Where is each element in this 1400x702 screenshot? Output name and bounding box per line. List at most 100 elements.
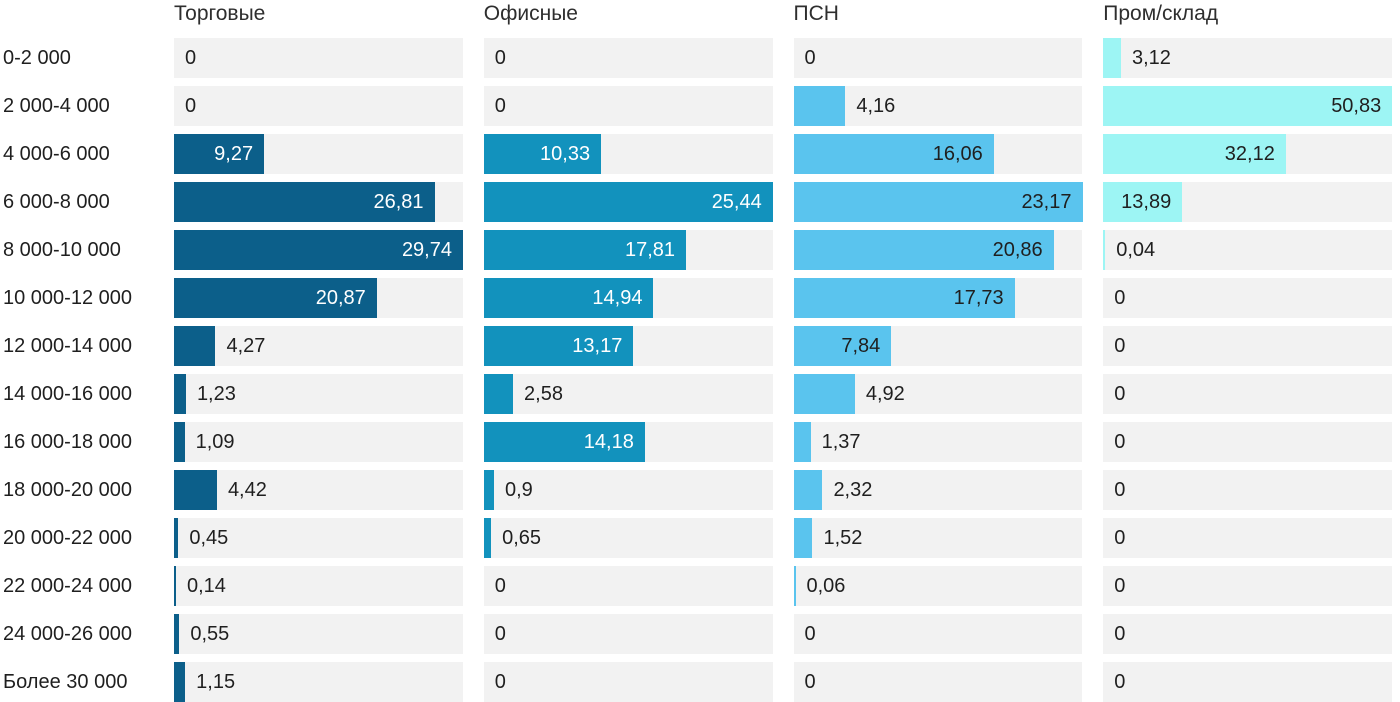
bar-track: 14,94 bbox=[483, 278, 773, 318]
bar-track: 4,16 bbox=[793, 86, 1083, 126]
bar-value-label: 0,55 bbox=[190, 623, 230, 645]
row-label: 18 000-20 000 bbox=[3, 479, 133, 501]
bar-track: 0 bbox=[1103, 470, 1392, 510]
bar bbox=[793, 86, 846, 126]
bar: 7,84 bbox=[793, 326, 892, 366]
bar: 25,44 bbox=[483, 182, 773, 222]
bar-value-label: 13,89 bbox=[1121, 191, 1172, 213]
bar-value-label: 0 bbox=[185, 47, 197, 69]
bar bbox=[174, 614, 180, 654]
bar-track: 0 bbox=[793, 614, 1083, 654]
bar-track: 0,65 bbox=[483, 518, 773, 558]
bar-value-label: 20,86 bbox=[992, 239, 1043, 261]
bar-track: 0 bbox=[793, 662, 1083, 702]
bar-track: 1,23 bbox=[174, 374, 463, 414]
bar-track: 0 bbox=[1103, 422, 1392, 462]
row-label: 12 000-14 000 bbox=[3, 335, 133, 357]
bar bbox=[1103, 230, 1106, 270]
bar: 20,87 bbox=[174, 278, 377, 318]
bar-value-label: 20,87 bbox=[315, 287, 366, 309]
bar-track: 17,73 bbox=[793, 278, 1083, 318]
bar bbox=[174, 662, 186, 702]
bar-value-label: 7,84 bbox=[841, 335, 881, 357]
bar: 32,12 bbox=[1103, 134, 1286, 174]
bar bbox=[793, 422, 811, 462]
bar-value-label: 0,06 bbox=[806, 575, 846, 597]
bar-track: 0 bbox=[483, 662, 773, 702]
bar: 17,81 bbox=[483, 230, 687, 270]
bar-track: 1,09 bbox=[174, 422, 463, 462]
bar-track: 10,33 bbox=[483, 134, 773, 174]
bar-value-label: 0 bbox=[1114, 287, 1126, 309]
bar bbox=[483, 470, 494, 510]
bar bbox=[174, 326, 216, 366]
bar: 10,33 bbox=[483, 134, 602, 174]
bar bbox=[483, 374, 514, 414]
bar-track: 20,87 bbox=[174, 278, 463, 318]
bar-track: 0 bbox=[793, 38, 1083, 78]
bar-value-label: 1,37 bbox=[821, 431, 861, 453]
bar-value-label: 0,65 bbox=[502, 527, 542, 549]
bar-value-label: 0 bbox=[494, 95, 506, 117]
bar-value-label: 23,17 bbox=[1021, 191, 1072, 213]
bar: 9,27 bbox=[174, 134, 265, 174]
bar-value-label: 0 bbox=[494, 575, 506, 597]
bar-value-label: 4,92 bbox=[865, 383, 905, 405]
bar-value-label: 14,94 bbox=[592, 287, 643, 309]
bar-track: 13,17 bbox=[483, 326, 773, 366]
bar: 14,94 bbox=[483, 278, 654, 318]
bar-value-label: 0 bbox=[494, 671, 506, 693]
bar bbox=[793, 374, 855, 414]
bar-track: 23,17 bbox=[793, 182, 1083, 222]
bar-track: 0,9 bbox=[483, 470, 773, 510]
bar-value-label: 2,32 bbox=[833, 479, 873, 501]
bar-track: 0 bbox=[1103, 278, 1392, 318]
bar-value-label: 0,04 bbox=[1116, 239, 1156, 261]
bar-value-label: 0,9 bbox=[504, 479, 533, 501]
bar-value-label: 17,81 bbox=[625, 239, 676, 261]
bar-value-label: 0,14 bbox=[187, 575, 226, 597]
bar-track: 20,86 bbox=[793, 230, 1083, 270]
bar-value-label: 1,09 bbox=[195, 431, 235, 453]
row-label: 6 000-8 000 bbox=[3, 191, 110, 213]
bar-value-label: 0 bbox=[1114, 383, 1126, 405]
bar-track: 0,14 bbox=[174, 566, 463, 606]
row-label: 4 000-6 000 bbox=[3, 143, 110, 165]
bar: 29,74 bbox=[174, 230, 463, 270]
bar-value-label: 4,27 bbox=[226, 335, 266, 357]
series-header-torgovye: Торговые bbox=[174, 2, 266, 25]
bar: 13,89 bbox=[1103, 182, 1183, 222]
bar-value-label: 9,27 bbox=[214, 143, 254, 165]
bar-value-label: 0 bbox=[1114, 479, 1126, 501]
bar: 13,17 bbox=[483, 326, 634, 366]
corner-spacer bbox=[0, 0, 153, 30]
bar-track: 0 bbox=[1103, 374, 1392, 414]
bar-track: 0 bbox=[483, 566, 773, 606]
bar bbox=[793, 566, 796, 606]
bar-value-label: 0 bbox=[1114, 527, 1126, 549]
row-label: Более 30 000 bbox=[3, 671, 128, 693]
bar-track: 0,04 bbox=[1103, 230, 1392, 270]
row-label: 10 000-12 000 bbox=[3, 287, 133, 309]
bar-track: 17,81 bbox=[483, 230, 773, 270]
bar-track: 1,37 bbox=[793, 422, 1083, 462]
bar-value-label: 16,06 bbox=[932, 143, 983, 165]
bar-value-label: 0 bbox=[494, 623, 506, 645]
bar bbox=[174, 470, 217, 510]
bar bbox=[174, 422, 185, 462]
bar-value-label: 25,44 bbox=[711, 191, 762, 213]
row-label: 0-2 000 bbox=[3, 47, 71, 69]
bar-track: 26,81 bbox=[174, 182, 463, 222]
bar bbox=[174, 518, 179, 558]
bar-track: 7,84 bbox=[793, 326, 1083, 366]
bar: 20,86 bbox=[793, 230, 1054, 270]
bar-track: 16,06 bbox=[793, 134, 1083, 174]
bar-value-label: 29,74 bbox=[401, 239, 452, 261]
bar-track: 0 bbox=[1103, 326, 1392, 366]
bar-track: 14,18 bbox=[483, 422, 773, 462]
bar-value-label: 2,58 bbox=[524, 383, 563, 405]
bar-track: 0,55 bbox=[174, 614, 463, 654]
bar: 17,73 bbox=[793, 278, 1015, 318]
bar-track: 2,58 bbox=[483, 374, 773, 414]
bar: 16,06 bbox=[793, 134, 994, 174]
